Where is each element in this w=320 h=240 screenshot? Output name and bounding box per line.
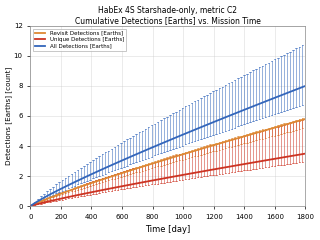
All Detections [Earths] (291, 89, 295, 92)
Unique Detections [Earths] (30, 204, 34, 207)
All Detections [Earths] (67, 184, 70, 186)
All Detections [Earths] (304, 84, 308, 87)
Unique Detections [Earths] (67, 196, 70, 198)
Revisit Detections [Earths] (304, 118, 308, 120)
Unique Detections [Earths] (291, 154, 295, 157)
Unique Detections [Earths] (257, 160, 261, 163)
X-axis label: Time [day]: Time [day] (145, 225, 190, 234)
Line: Revisit Detections [Earths]: Revisit Detections [Earths] (32, 119, 306, 205)
Unique Detections [Earths] (220, 167, 224, 169)
Unique Detections [Earths] (263, 159, 267, 162)
Revisit Detections [Earths] (113, 174, 116, 177)
All Detections [Earths] (30, 204, 34, 207)
Line: All Detections [Earths]: All Detections [Earths] (32, 86, 306, 205)
All Detections [Earths] (113, 162, 116, 165)
Revisit Detections [Earths] (30, 204, 34, 207)
Revisit Detections [Earths] (263, 129, 267, 132)
Title: HabEx 4S Starshade-only, metric C2
Cumulative Detections [Earths] vs. Mission Ti: HabEx 4S Starshade-only, metric C2 Cumul… (75, 6, 261, 25)
All Detections [Earths] (257, 102, 261, 105)
All Detections [Earths] (263, 100, 267, 103)
Unique Detections [Earths] (113, 186, 116, 189)
Legend: Revisit Detections [Earths], Unique Detections [Earths], All Detections [Earths]: Revisit Detections [Earths], Unique Dete… (33, 29, 126, 51)
Revisit Detections [Earths] (220, 141, 224, 144)
Revisit Detections [Earths] (257, 131, 261, 133)
Line: Unique Detections [Earths]: Unique Detections [Earths] (32, 154, 306, 206)
All Detections [Earths] (220, 117, 224, 120)
Revisit Detections [Earths] (67, 189, 70, 192)
Revisit Detections [Earths] (291, 121, 295, 124)
Unique Detections [Earths] (304, 152, 308, 155)
Y-axis label: Detections [Earths] [count]: Detections [Earths] [count] (5, 67, 12, 165)
